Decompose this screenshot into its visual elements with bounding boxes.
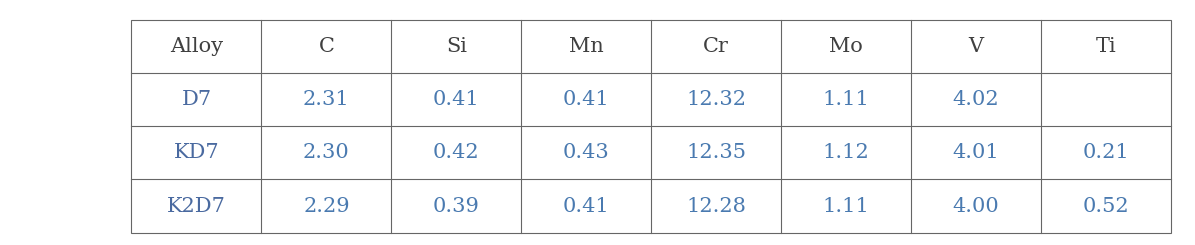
Text: 2.29: 2.29: [304, 196, 350, 216]
Text: 2.30: 2.30: [304, 143, 350, 162]
Text: D7: D7: [182, 90, 212, 109]
Text: 1.11: 1.11: [823, 196, 870, 216]
Text: Cr: Cr: [704, 37, 729, 56]
Text: 12.28: 12.28: [686, 196, 746, 216]
Text: 0.39: 0.39: [433, 196, 479, 216]
Text: 1.12: 1.12: [823, 143, 870, 162]
Bar: [131, 20, 1171, 233]
Text: V: V: [969, 37, 983, 56]
Text: Ti: Ti: [1096, 37, 1116, 56]
Text: 0.43: 0.43: [563, 143, 609, 162]
Text: 4.01: 4.01: [952, 143, 999, 162]
Text: C: C: [318, 37, 335, 56]
Text: 0.41: 0.41: [563, 90, 609, 109]
Text: 0.21: 0.21: [1083, 143, 1129, 162]
Text: 4.00: 4.00: [952, 196, 999, 216]
Text: K2D7: K2D7: [167, 196, 226, 216]
Text: 12.35: 12.35: [686, 143, 746, 162]
Text: Mn: Mn: [569, 37, 603, 56]
Text: 0.41: 0.41: [433, 90, 479, 109]
Text: 2.31: 2.31: [304, 90, 350, 109]
Text: 12.32: 12.32: [686, 90, 746, 109]
Text: 1.11: 1.11: [823, 90, 870, 109]
Text: 0.42: 0.42: [433, 143, 479, 162]
Text: 4.02: 4.02: [952, 90, 999, 109]
Text: 0.41: 0.41: [563, 196, 609, 216]
Text: 0.52: 0.52: [1083, 196, 1129, 216]
Text: Mo: Mo: [829, 37, 863, 56]
Text: Alloy: Alloy: [170, 37, 223, 56]
Text: KD7: KD7: [173, 143, 219, 162]
Text: Si: Si: [446, 37, 467, 56]
